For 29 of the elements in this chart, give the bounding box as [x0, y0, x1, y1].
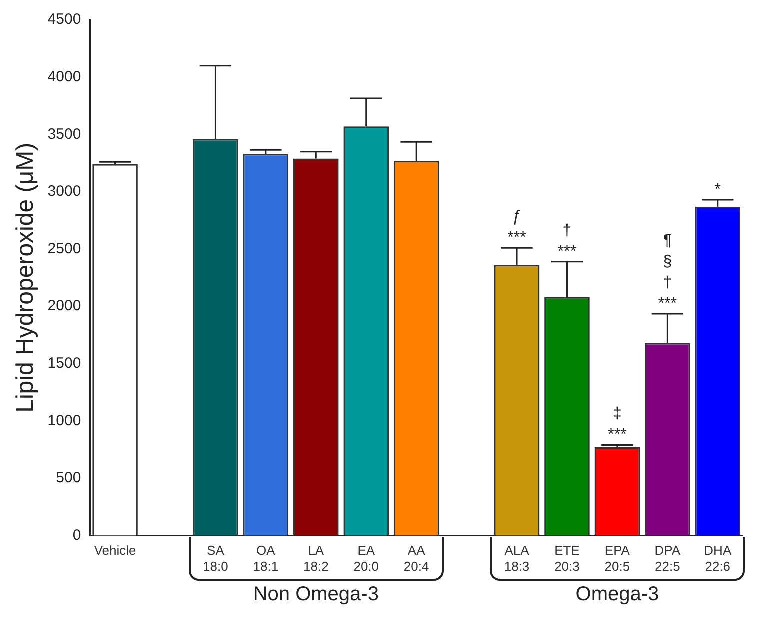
- x-tick-label: ALA 18:3: [504, 543, 530, 574]
- x-tick-label: EPA 20:5: [604, 543, 630, 574]
- annotation: ¶ § † ***: [658, 232, 678, 312]
- annotation: *: [714, 181, 722, 198]
- y-tick-label: 2500: [48, 240, 82, 258]
- x-tick-label: SA 18:0: [203, 543, 228, 574]
- y-tick-label: 4500: [48, 11, 82, 28]
- text: Non Omega-3: [253, 584, 379, 606]
- annotation: ‡ ***: [608, 406, 627, 444]
- x-tick-label: DHA 22:6: [704, 543, 732, 574]
- x-tick-label: OA 18:1: [253, 543, 279, 574]
- x-tick-label: Vehicle: [94, 543, 136, 558]
- x-tick-label: DPA 22:5: [654, 543, 681, 574]
- y-axis-title: Lipid Hydroperoxide (μM): [12, 142, 40, 413]
- y-tick-label: 500: [56, 470, 82, 487]
- y-tick-label: 1000: [48, 412, 82, 430]
- x-tick-label: ETE 20:3: [554, 543, 580, 574]
- y-tick-label: 3000: [48, 183, 82, 200]
- y-tick-label: 4000: [48, 68, 82, 86]
- text: Omega-3: [576, 584, 660, 606]
- x-tick-label: LA 18:2: [303, 543, 329, 574]
- annotation: † ***: [558, 222, 577, 260]
- y-tick-label: 0: [72, 526, 82, 544]
- x-tick-label: AA 20:4: [404, 543, 430, 574]
- y-tick-label: 3500: [48, 126, 82, 143]
- y-tick-label: 1500: [48, 355, 82, 372]
- annotation: ƒ ***: [508, 208, 526, 247]
- y-tick-label: 2000: [48, 298, 82, 315]
- x-tick-label: EA 20:0: [354, 543, 380, 574]
